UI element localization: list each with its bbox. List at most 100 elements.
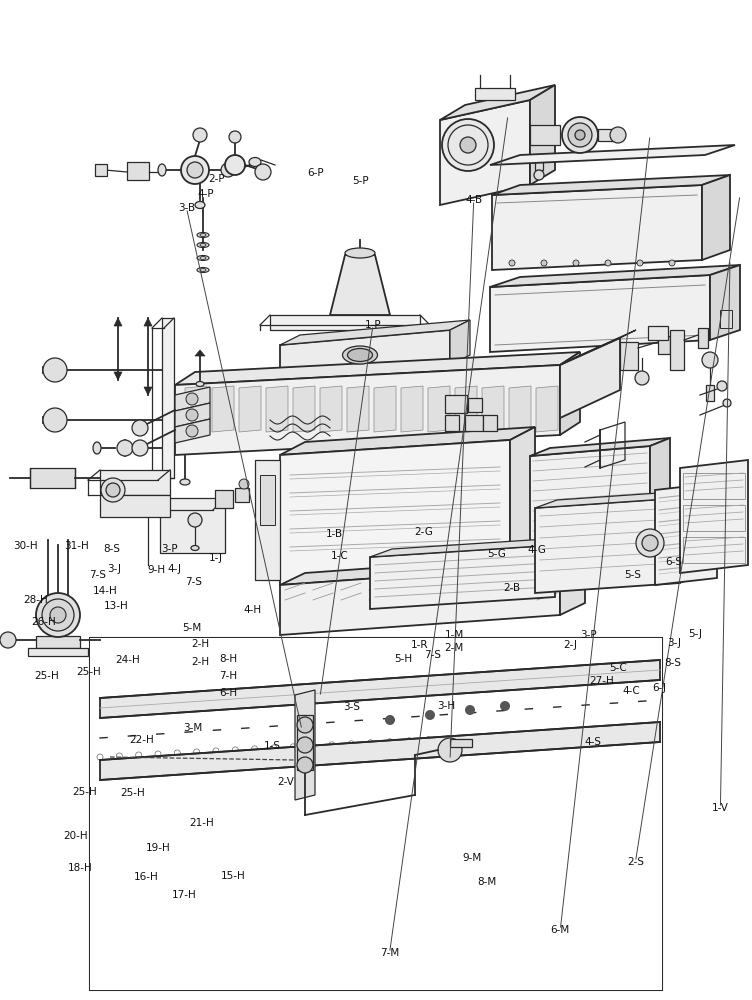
Polygon shape: [440, 100, 530, 205]
Polygon shape: [560, 338, 620, 418]
Polygon shape: [702, 175, 730, 260]
Text: 4-J: 4-J: [168, 564, 181, 574]
Circle shape: [637, 260, 643, 266]
Text: 6-P: 6-P: [308, 168, 324, 178]
Circle shape: [43, 358, 67, 382]
Circle shape: [669, 260, 675, 266]
Bar: [105, 478, 121, 500]
Circle shape: [642, 535, 658, 551]
Text: 4-B: 4-B: [465, 195, 482, 205]
Bar: [658, 336, 670, 354]
Bar: [255, 460, 280, 580]
Bar: [683, 505, 745, 531]
Text: 6-S: 6-S: [666, 557, 682, 567]
Polygon shape: [293, 386, 315, 432]
Text: 1-M: 1-M: [444, 630, 464, 640]
Polygon shape: [370, 537, 577, 557]
Text: 5-G: 5-G: [487, 549, 506, 559]
Circle shape: [702, 352, 718, 368]
Bar: [648, 326, 668, 340]
Polygon shape: [455, 386, 477, 432]
Circle shape: [36, 593, 80, 637]
Text: 22-H: 22-H: [129, 735, 153, 745]
Text: 8-H: 8-H: [219, 654, 237, 664]
Circle shape: [297, 757, 313, 773]
Text: 2-H: 2-H: [192, 639, 210, 649]
Polygon shape: [374, 386, 396, 432]
Circle shape: [297, 737, 313, 753]
Circle shape: [385, 715, 395, 725]
Circle shape: [181, 156, 209, 184]
Text: 28-H: 28-H: [23, 595, 47, 605]
Text: 7-S: 7-S: [424, 650, 441, 660]
Polygon shape: [428, 386, 450, 432]
Text: 2-S: 2-S: [627, 857, 644, 867]
Text: 16-H: 16-H: [135, 872, 159, 882]
Bar: [598, 129, 618, 141]
Bar: [535, 162, 543, 170]
Polygon shape: [490, 275, 710, 352]
Polygon shape: [535, 490, 702, 508]
Text: 8-M: 8-M: [478, 877, 497, 887]
Text: 5-S: 5-S: [625, 570, 641, 580]
Text: 8-S: 8-S: [103, 544, 120, 554]
Bar: [483, 415, 497, 431]
Polygon shape: [560, 352, 580, 435]
Bar: [445, 395, 467, 413]
Polygon shape: [401, 386, 423, 432]
Bar: [162, 318, 174, 478]
Text: 7-M: 7-M: [380, 948, 399, 958]
Text: 6-J: 6-J: [652, 683, 666, 693]
Polygon shape: [482, 386, 504, 432]
Circle shape: [297, 717, 313, 733]
Text: 2-P: 2-P: [208, 174, 225, 184]
Text: 2-B: 2-B: [503, 583, 520, 593]
Circle shape: [117, 440, 133, 456]
Polygon shape: [330, 255, 390, 315]
Circle shape: [635, 371, 649, 385]
Polygon shape: [560, 330, 636, 365]
Polygon shape: [560, 366, 600, 378]
Circle shape: [221, 163, 235, 177]
Polygon shape: [492, 175, 730, 195]
Bar: [468, 398, 482, 412]
Text: 24-H: 24-H: [116, 655, 140, 665]
Text: 9-M: 9-M: [462, 853, 482, 863]
Text: 3-S: 3-S: [344, 702, 360, 712]
Text: 3-H: 3-H: [438, 701, 456, 711]
Circle shape: [132, 420, 148, 436]
Ellipse shape: [191, 546, 199, 550]
Ellipse shape: [197, 255, 209, 260]
Polygon shape: [450, 320, 470, 365]
Polygon shape: [347, 386, 369, 432]
Text: 1-S: 1-S: [264, 741, 280, 751]
Text: 3-P: 3-P: [580, 630, 596, 640]
Polygon shape: [280, 440, 510, 585]
Circle shape: [425, 710, 435, 720]
Polygon shape: [536, 386, 558, 432]
Text: 7-H: 7-H: [219, 671, 237, 681]
Bar: [90, 638, 662, 990]
Circle shape: [717, 381, 727, 391]
Circle shape: [106, 483, 120, 497]
Text: 17-H: 17-H: [172, 890, 196, 900]
Text: 4-G: 4-G: [527, 545, 547, 555]
Circle shape: [42, 599, 74, 631]
Bar: [445, 415, 459, 431]
Bar: [297, 715, 313, 770]
Text: 13-H: 13-H: [105, 601, 129, 611]
Circle shape: [229, 131, 241, 143]
Circle shape: [636, 529, 664, 557]
Text: 25-H: 25-H: [77, 667, 101, 677]
Text: 18-H: 18-H: [68, 863, 92, 873]
Text: 3-J: 3-J: [108, 564, 121, 574]
Polygon shape: [560, 386, 600, 398]
Polygon shape: [530, 438, 670, 456]
Text: 4-C: 4-C: [623, 686, 641, 696]
Circle shape: [225, 155, 245, 175]
Bar: [720, 310, 732, 328]
Text: 5-M: 5-M: [182, 623, 202, 633]
Polygon shape: [440, 85, 555, 120]
Polygon shape: [295, 690, 315, 800]
Circle shape: [541, 260, 547, 266]
